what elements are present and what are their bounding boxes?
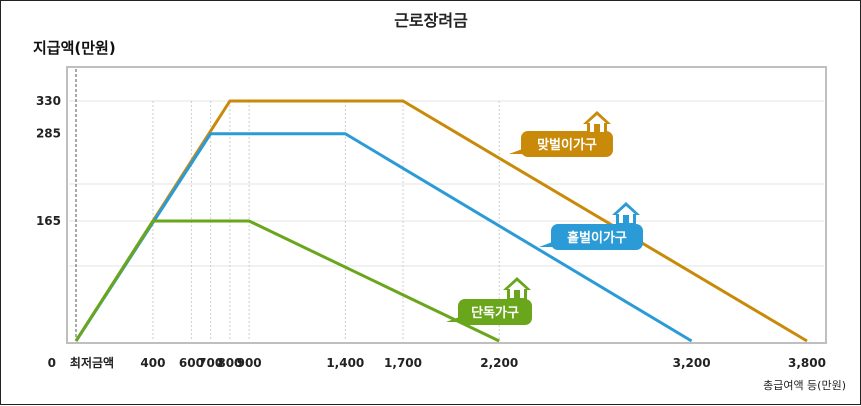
series-name: 맞벌이가구 bbox=[537, 137, 597, 153]
label-box bbox=[521, 131, 613, 157]
series-label: 홑벌이가구 bbox=[539, 202, 643, 250]
plot-area bbox=[66, 66, 827, 344]
y-tick-label: 0 bbox=[48, 356, 56, 370]
x-tick-label: 1,400 bbox=[326, 356, 364, 370]
y-axis-label: 지급액(만원) bbox=[33, 39, 116, 57]
x-tick-label: 700 bbox=[198, 356, 223, 370]
house-inner bbox=[588, 115, 606, 132]
x-tick-label: 900 bbox=[237, 356, 262, 370]
chart-title: 근로장려금 bbox=[394, 11, 468, 30]
series-line bbox=[74, 219, 500, 343]
series-name: 홑벌이가구 bbox=[567, 230, 627, 246]
x-tick-label: 800 bbox=[217, 356, 242, 370]
series-label: 단독가구 bbox=[446, 277, 532, 325]
y-tick-label: 330 bbox=[36, 94, 61, 108]
x-tick-label: 600 bbox=[179, 356, 204, 370]
y-tick-label: 165 bbox=[36, 214, 61, 228]
house-door bbox=[594, 124, 600, 132]
house-icon bbox=[583, 111, 611, 135]
series-label: 맞벌이가구 bbox=[509, 111, 613, 157]
house-icon bbox=[503, 277, 531, 301]
house-door bbox=[623, 215, 629, 223]
house-inner bbox=[508, 281, 526, 298]
house-icon bbox=[612, 202, 640, 226]
series-name: 단독가구 bbox=[471, 305, 519, 321]
label-box bbox=[458, 299, 532, 325]
x-tick-label: 400 bbox=[140, 356, 165, 370]
label-box bbox=[551, 224, 643, 250]
series-lines bbox=[74, 99, 808, 343]
x-tick-label: 2,200 bbox=[480, 356, 518, 370]
x-tick-label: 최저금액 bbox=[70, 355, 114, 370]
house-door bbox=[514, 290, 520, 298]
y-tick-label: 285 bbox=[36, 127, 61, 141]
x-tick-label: 3,800 bbox=[788, 356, 826, 370]
house-inner bbox=[617, 206, 635, 223]
x-tick-label: 3,200 bbox=[673, 356, 711, 370]
y-tick-labels: 0 165 285 330 bbox=[36, 94, 61, 370]
x-tick-label: 1,700 bbox=[384, 356, 422, 370]
x-axis-label: 총급여액 등(만원) bbox=[763, 379, 846, 392]
